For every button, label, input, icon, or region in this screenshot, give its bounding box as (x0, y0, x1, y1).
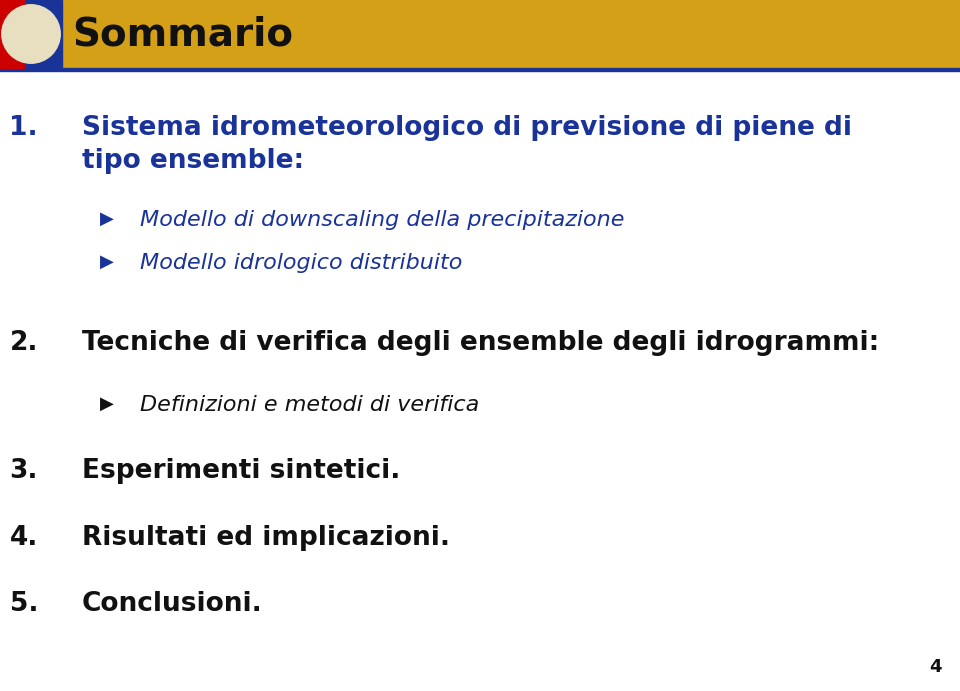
Text: 2.: 2. (10, 330, 38, 356)
Text: 4.: 4. (10, 525, 38, 551)
Text: 1.: 1. (10, 115, 38, 141)
Bar (0, 0, 960, 68)
Text: Modello di downscaling della precipitazione: Modello di downscaling della precipitazi… (140, 210, 625, 230)
Text: Conclusioni.: Conclusioni. (82, 591, 263, 617)
Text: Sistema idrometeorologico di previsione di piene di
tipo ensemble:: Sistema idrometeorologico di previsione … (82, 115, 852, 174)
Circle shape (2, 5, 60, 64)
Text: Modello idrologico distribuito: Modello idrologico distribuito (140, 253, 463, 273)
Bar (0, 68, 960, 71)
Text: ▶: ▶ (100, 210, 114, 228)
Text: Risultati ed implicazioni.: Risultati ed implicazioni. (82, 525, 450, 551)
Text: ▶: ▶ (100, 395, 114, 413)
Text: 3.: 3. (10, 458, 38, 484)
Text: Esperimenti sintetici.: Esperimenti sintetici. (82, 458, 400, 484)
Text: Tecniche di verifica degli ensemble degli idrogrammi:: Tecniche di verifica degli ensemble degl… (82, 330, 879, 356)
Text: Sommario: Sommario (72, 15, 293, 53)
Text: 5.: 5. (10, 591, 38, 617)
Text: 4: 4 (929, 658, 942, 676)
Bar (0, 0, 26, 68)
Text: Definizioni e metodi di verifica: Definizioni e metodi di verifica (140, 395, 479, 415)
Bar (26, 0, 62, 68)
Text: ▶: ▶ (100, 253, 114, 271)
